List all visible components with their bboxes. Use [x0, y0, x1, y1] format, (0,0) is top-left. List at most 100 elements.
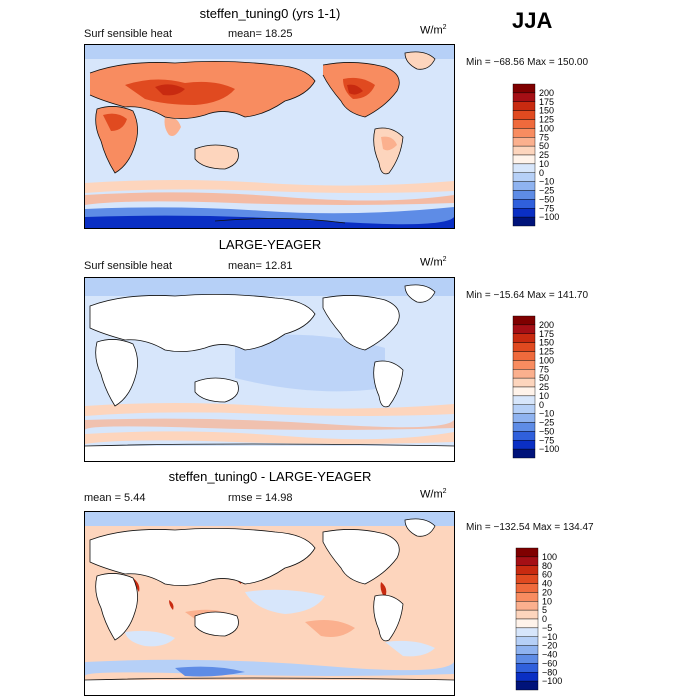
mean-value: mean= 18.25 [228, 28, 293, 40]
colorbar-swatch [512, 199, 536, 209]
colorbar-swatch [512, 360, 536, 370]
colorbar-swatch [512, 440, 536, 450]
colorbar-tick-label: 175 [539, 97, 554, 107]
colorbar-swatch [512, 128, 536, 138]
colorbar-swatch [512, 216, 536, 227]
heatmap-field [85, 512, 454, 695]
colorbar-tick-label: 75 [539, 132, 549, 142]
colorbar-tick-label: −50 [539, 194, 554, 204]
colorbar-swatch [512, 190, 536, 200]
colorbar-tick-label: 100 [542, 552, 557, 562]
colorbar-tick-label: 50 [539, 141, 549, 151]
colorbar-swatch [515, 601, 539, 611]
map-panel-2 [84, 277, 455, 462]
colorbar-tick-label: 0 [539, 400, 544, 410]
colorbar-tick-label: 125 [539, 347, 554, 357]
colorbar-swatch [512, 92, 536, 102]
colorbar-swatch [515, 583, 539, 593]
colorbar-tick-label: 10 [539, 159, 549, 169]
colorbar-swatch [512, 145, 536, 156]
season-label: JJA [512, 8, 553, 33]
colorbar-swatch [512, 172, 536, 182]
colorbar-tick-label: −75 [539, 203, 554, 213]
colorbar-swatch [512, 181, 536, 191]
colorbar-swatch [515, 565, 539, 575]
colorbar-tick-label: −100 [542, 676, 562, 686]
colorbar-tick-label: 20 [542, 587, 552, 597]
colorbar-swatch [512, 324, 536, 334]
colorbar-3: 100 80 60 40 20 10 5 0 −5 −10 −20 −40 −60 −80 −100 [515, 547, 576, 696]
colorbar-tick-label: 200 [539, 320, 554, 330]
panel-title: steffen_tuning0 - LARGE-YEAGER [168, 469, 372, 484]
colorbar-swatch [512, 351, 536, 361]
map-panel-3 [84, 511, 455, 696]
colorbar-swatch [515, 645, 539, 655]
colorbar-swatch [512, 413, 536, 423]
colorbar-swatch [515, 663, 539, 673]
colorbar-swatch [512, 83, 536, 94]
colorbar-swatch [512, 369, 536, 379]
colorbar-swatch [512, 431, 536, 441]
heatmap-field [85, 45, 454, 228]
colorbar-swatch [512, 377, 536, 388]
colorbar-swatch [512, 119, 536, 129]
colorbar-swatch [515, 636, 539, 646]
colorbar-swatch [512, 110, 536, 120]
colorbar-swatch [515, 574, 539, 584]
colorbar-swatch [515, 592, 539, 602]
colorbar-swatch [512, 208, 536, 218]
colorbar-tick-label: 10 [542, 596, 552, 606]
colorbar-swatch [512, 163, 536, 173]
colorbar-tick-label: −100 [539, 444, 559, 454]
rmse-value: rmse = 14.98 [228, 492, 293, 504]
colorbar-swatch [515, 618, 539, 629]
colorbar-tick-label: −100 [539, 212, 559, 222]
colorbar-swatch [515, 672, 539, 682]
colorbar-swatch [515, 609, 539, 620]
colorbar-tick-label: 0 [542, 614, 547, 624]
min-max-label: Min = −15.64 Max = 141.70 [466, 290, 589, 301]
colorbar-swatch [512, 154, 536, 165]
colorbar-tick-label: 25 [539, 150, 549, 160]
units-label: W/m2 [420, 24, 447, 37]
colorbar-tick-label: −80 [542, 667, 557, 677]
colorbar-tick-label: −40 [542, 650, 557, 660]
colorbar-swatch [512, 342, 536, 352]
colorbar-swatch [515, 654, 539, 664]
units-label: W/m2 [420, 488, 447, 501]
colorbar-tick-label: −20 [542, 641, 557, 651]
min-max-label: Min = −68.56 Max = 150.00 [466, 57, 589, 68]
map-panel-1 [84, 44, 455, 229]
colorbar-tick-label: 100 [539, 355, 554, 365]
colorbar-1: 200 175 150 125 100 75 50 25 10 0 −10 −25 −50 −75 −100 [512, 83, 573, 232]
mean-value: mean = 5.44 [84, 492, 146, 504]
colorbar-tick-label: −25 [539, 186, 554, 196]
colorbar-tick-label: 80 [542, 561, 552, 571]
variable-label: Surf sensible heat [84, 260, 173, 272]
colorbar-swatch [512, 315, 536, 326]
colorbar-tick-label: −75 [539, 435, 554, 445]
colorbar-tick-label: 125 [539, 115, 554, 125]
colorbar-swatch [515, 556, 539, 566]
colorbar-swatch [515, 547, 539, 558]
colorbar-tick-label: 50 [539, 373, 549, 383]
colorbar-tick-label: 0 [539, 168, 544, 178]
colorbar-tick-label: 40 [542, 579, 552, 589]
colorbar-tick-label: 10 [539, 391, 549, 401]
panel-title: steffen_tuning0 (yrs 1-1) [199, 6, 341, 21]
colorbar-tick-label: −25 [539, 418, 554, 428]
colorbar-swatch [512, 395, 536, 405]
variable-label: Surf sensible heat [84, 28, 173, 40]
colorbar-tick-label: 25 [539, 382, 549, 392]
mean-value: mean= 12.81 [228, 260, 293, 272]
colorbar-swatch [512, 386, 536, 397]
colorbar-tick-label: 75 [539, 364, 549, 374]
colorbar-swatch [512, 422, 536, 432]
colorbar-tick-label: 200 [539, 88, 554, 98]
colorbar-swatch [512, 101, 536, 111]
colorbar-tick-label: 60 [542, 570, 552, 580]
heatmap-field [85, 278, 454, 461]
